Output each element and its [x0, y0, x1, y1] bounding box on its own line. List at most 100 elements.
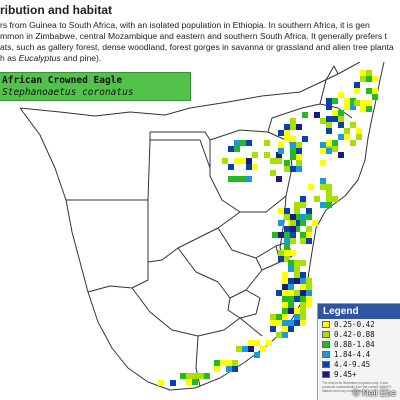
distribution-cell [294, 296, 300, 302]
distribution-cell [326, 98, 332, 104]
distribution-cell [290, 154, 296, 160]
distribution-cell [226, 366, 232, 372]
distribution-cell [240, 158, 246, 164]
legend-swatch [322, 351, 330, 358]
border [19, 62, 361, 117]
distribution-cell [306, 214, 312, 220]
distribution-cell [332, 140, 338, 146]
distribution-cell [296, 160, 302, 166]
distribution-cell [278, 130, 284, 136]
distribution-cell [284, 214, 290, 220]
distribution-cell [300, 296, 306, 302]
legend-swatch [322, 321, 330, 328]
distribution-cell [246, 176, 252, 182]
legend-entry: 4.4-9.45 [318, 360, 400, 369]
distribution-cell [326, 122, 332, 128]
distribution-cell [264, 152, 270, 158]
distribution-cell [302, 112, 308, 118]
distribution-cell [294, 320, 300, 326]
distribution-cell [252, 164, 258, 170]
distribution-cell [186, 379, 192, 385]
legend-title: Legend [318, 304, 400, 319]
distribution-cell [290, 136, 296, 142]
legend-label: 0.42-0.88 [334, 330, 375, 339]
distribution-cell [350, 98, 356, 104]
distribution-cell [282, 326, 288, 332]
distribution-cell [320, 178, 326, 184]
distribution-cell [356, 128, 362, 134]
legend-swatch [322, 331, 330, 338]
common-name: African Crowned Eagle [2, 75, 123, 86]
distribution-cell [282, 284, 288, 290]
province-border [177, 247, 231, 299]
distribution-cell [260, 346, 266, 352]
distribution-cell [278, 232, 284, 238]
distribution-cell [276, 320, 282, 326]
border [319, 65, 339, 105]
distribution-cell [214, 360, 220, 366]
distribution-cell [234, 158, 240, 164]
distribution-cell [220, 360, 226, 366]
distribution-cell [320, 142, 326, 148]
legend: Legend 0.25-0.42 0.42-0.88 0.88-1.84 1.84-4… [317, 303, 400, 400]
distribution-cell [306, 290, 312, 296]
distribution-cell [246, 164, 252, 170]
scientific-name: Stephanoaetus coronatus [2, 87, 134, 98]
distribution-cell [290, 214, 296, 220]
distribution-cell [248, 340, 254, 346]
distribution-cell [284, 232, 290, 238]
distribution-cell [300, 278, 306, 284]
distribution-cell [278, 142, 284, 148]
distribution-cell [276, 290, 282, 296]
legend-entry: 9.45+ [318, 370, 400, 379]
distribution-cell [276, 158, 282, 164]
distribution-cell [266, 340, 272, 346]
distribution-cell [284, 124, 290, 130]
distribution-cell [246, 140, 252, 146]
watermark: © Neil Ebe [352, 388, 396, 398]
distribution-cell [320, 148, 326, 154]
distribution-cell [296, 142, 302, 148]
distribution-cell [306, 302, 312, 308]
distribution-cell [354, 100, 360, 106]
distribution-cell [294, 208, 300, 214]
paragraph-text: and pine). [60, 53, 102, 64]
paragraph-italic: Eucalyptus [18, 53, 61, 64]
distribution-cell [306, 278, 312, 284]
distribution-cell [296, 154, 302, 160]
distribution-cell [332, 110, 338, 116]
distribution-cell [278, 250, 284, 256]
province-border [245, 261, 281, 291]
distribution-cell [282, 308, 288, 314]
distribution-paragraph: rs from Guinea to South Africa, with an … [0, 20, 400, 64]
distribution-cell [344, 98, 350, 104]
distribution-cell [282, 314, 288, 320]
distribution-cell [282, 302, 288, 308]
distribution-cell [356, 134, 362, 140]
distribution-cell [344, 104, 350, 110]
distribution-cell [308, 184, 314, 190]
distribution-cell [270, 158, 276, 164]
legend-label: 4.4-9.45 [334, 360, 371, 369]
distribution-cell [294, 272, 300, 278]
legend-note: The map is for illustrative purposes onl… [322, 381, 392, 393]
distribution-cell [284, 136, 290, 142]
distribution-cell [278, 208, 284, 214]
distribution-cell [290, 142, 296, 148]
distribution-cell [290, 124, 296, 130]
legend-entries: 0.25-0.42 0.42-0.88 0.88-1.84 1.84-4.4 4.4-9… [318, 320, 400, 379]
province-border [131, 287, 241, 337]
distribution-cell [296, 148, 302, 154]
distribution-cell [290, 148, 296, 154]
distribution-cell [320, 202, 326, 208]
distribution-cell [290, 226, 296, 232]
paragraph-line: rs from Guinea to South Africa, with an … [0, 20, 370, 30]
border [267, 103, 353, 133]
distribution-cell [158, 380, 164, 386]
distribution-cell [350, 122, 356, 128]
border [87, 262, 149, 293]
distribution-map [19, 62, 385, 391]
distribution-cell [242, 346, 248, 352]
distribution-cell [254, 340, 260, 346]
distribution-cell [276, 332, 282, 338]
